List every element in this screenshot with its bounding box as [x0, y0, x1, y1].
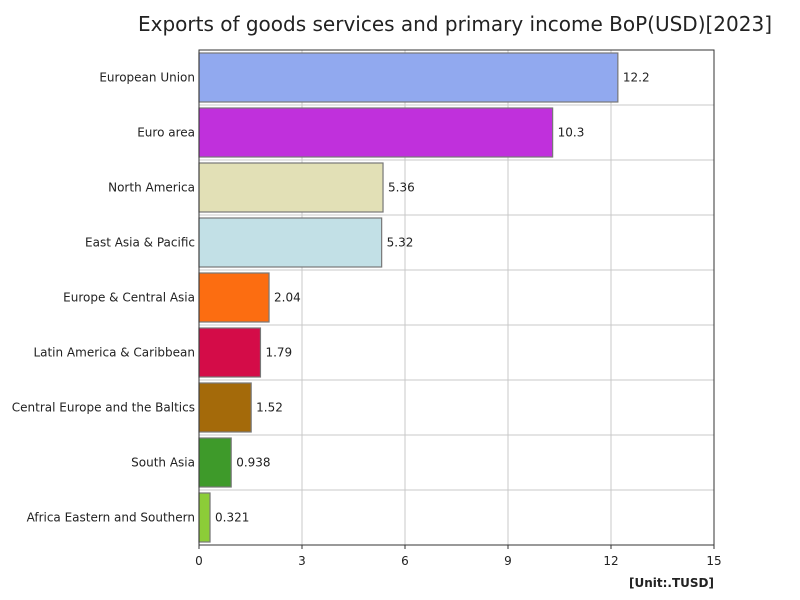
x-tick-label: 6 [401, 554, 409, 568]
value-label: 0.321 [215, 511, 249, 525]
value-label: 1.79 [265, 346, 292, 360]
chart-title: Exports of goods services and primary in… [137, 12, 773, 36]
bar [198, 492, 211, 543]
category-label: Europe & Central Asia [63, 291, 195, 305]
x-tick-label: 0 [195, 554, 203, 568]
bar [198, 327, 262, 378]
value-label: 12.2 [623, 71, 650, 85]
value-label: 10.3 [558, 126, 585, 140]
bar [198, 107, 554, 158]
bar [198, 272, 270, 323]
category-label: North America [108, 181, 195, 195]
value-label: 0.938 [236, 456, 270, 470]
category-label: East Asia & Pacific [85, 236, 195, 250]
bar [198, 52, 619, 103]
bar [198, 162, 384, 213]
bar [198, 437, 232, 488]
x-tick-label: 12 [603, 554, 618, 568]
x-tick-label: 9 [504, 554, 512, 568]
category-label: Euro area [137, 126, 195, 140]
value-label: 5.32 [387, 236, 414, 250]
bar [198, 217, 383, 268]
x-tick-label: 15 [706, 554, 721, 568]
plot-frame [198, 49, 715, 546]
value-label: 2.04 [274, 291, 301, 305]
category-label: Central Europe and the Baltics [12, 401, 195, 415]
category-label: South Asia [131, 456, 195, 470]
category-label: Latin America & Caribbean [33, 346, 195, 360]
value-label: 5.36 [388, 181, 415, 195]
unit-label: [Unit:.TUSD] [629, 576, 714, 590]
bar [198, 382, 252, 433]
category-label: Africa Eastern and Southern [27, 511, 195, 525]
x-tick-label: 3 [298, 554, 306, 568]
category-label: European Union [99, 71, 195, 85]
value-label: 1.52 [256, 401, 283, 415]
